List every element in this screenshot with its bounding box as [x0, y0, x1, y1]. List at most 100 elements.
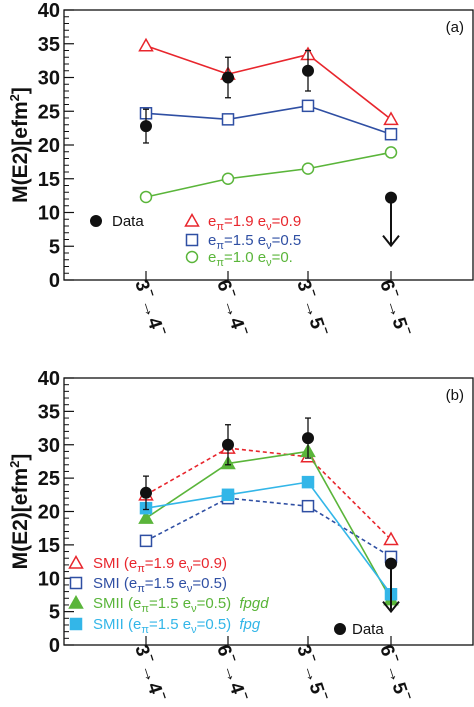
- data-point: [384, 146, 398, 159]
- category-parity: −: [157, 325, 172, 336]
- y-tick-label: 40: [38, 368, 60, 390]
- y-tick-label: 30: [38, 435, 60, 457]
- series-line-segment: [145, 112, 229, 121]
- legend-marker: [68, 594, 84, 609]
- data-point: [301, 499, 315, 513]
- x-category-label: 6−→5−: [375, 276, 417, 339]
- legend: Data eπ=1.9 eν=0.9eπ=1.5 eν=0.5eπ=1.0 eν=…: [90, 212, 301, 269]
- legend-marker: [90, 215, 102, 227]
- x-category-label: 3−→5−: [292, 641, 334, 704]
- legend-label: eπ=1.5 eν=0.5: [208, 232, 301, 252]
- y-tick-label: 5: [49, 602, 60, 624]
- y-axis-label-close: ]: [9, 454, 32, 461]
- y-tick-label: 0: [49, 635, 60, 657]
- chart-panel-b: 0 5 10 15 20 25 30 35 40 3−→4− 6−→4− 3−→5− 6−→5− M(E2…: [7, 368, 474, 704]
- data-point: [385, 557, 397, 570]
- series-line-segment: [307, 481, 392, 595]
- legend-label: eπ=1.9 eν=0.9: [208, 213, 301, 233]
- legend-name: SMII (e: [93, 595, 141, 612]
- data-point: [222, 438, 234, 451]
- data-point: [221, 113, 235, 126]
- series-line-segment: [227, 450, 309, 465]
- legend-mid: =1.9 e: [145, 555, 187, 572]
- series-line-segment: [307, 105, 392, 135]
- legend-end: =0.9): [192, 555, 227, 572]
- panel-label: (b): [446, 387, 464, 404]
- legend-sub: ν: [191, 624, 197, 636]
- y-tick-label: 15: [38, 535, 60, 557]
- series-2: [139, 146, 398, 204]
- y-tick-label: 30: [38, 68, 60, 90]
- legend-label: SMII (eπ=1.5 eν=0.5) fpg: [93, 616, 261, 636]
- category-parity: −: [239, 690, 254, 701]
- legend-end: =0.5): [192, 575, 227, 592]
- legend-label: Data: [352, 621, 384, 638]
- y-tick-label: 20: [38, 135, 60, 157]
- series-line-segment: [307, 151, 392, 170]
- series-line-segment: [227, 105, 309, 121]
- series-line-segment: [145, 462, 229, 519]
- series-0: [138, 37, 399, 126]
- y-axis-label-text: M(E2)[efm: [9, 101, 32, 203]
- data-point: [221, 488, 235, 502]
- series-line-segment: [145, 494, 229, 509]
- legend-mid: =1.9 e: [224, 213, 266, 230]
- legend-name: SMII (e: [93, 616, 141, 633]
- category-parity: −: [144, 652, 159, 663]
- series-1: [139, 99, 398, 141]
- x-category-label: 3−→5−: [292, 276, 334, 339]
- category-parity: −: [389, 287, 404, 298]
- upper-limit-arrow-head: [382, 235, 400, 248]
- legend-label: eπ=1.0 eν=0.: [208, 249, 293, 269]
- legend-tag: fpg: [235, 616, 261, 633]
- legend-marker: [334, 623, 346, 635]
- data-point: [302, 64, 314, 77]
- category-parity: −: [319, 325, 334, 336]
- legend-sub: π: [141, 603, 149, 615]
- category-parity: −: [226, 287, 241, 298]
- data-point: [139, 534, 153, 548]
- legend-sub: ν: [266, 240, 272, 252]
- series-line-segment: [227, 167, 309, 180]
- data-point: [301, 475, 315, 489]
- data-point: [138, 510, 154, 524]
- x-category-label: 3−→4−: [130, 276, 172, 339]
- data-point: [383, 111, 399, 126]
- legend-label: SMI (eπ=1.9 eν=0.9): [93, 555, 227, 575]
- category-parity: −: [226, 652, 241, 663]
- x-category-label: 6−→5−: [375, 641, 417, 704]
- y-tick-label: 25: [38, 101, 60, 123]
- y-tick-label: 10: [38, 203, 60, 225]
- legend-sub: π: [216, 257, 224, 269]
- series-line-segment: [145, 177, 229, 198]
- category-parity: −: [402, 690, 417, 701]
- category-parity: −: [306, 652, 321, 663]
- legend-sub: ν: [191, 603, 197, 615]
- legend-end: =0.: [272, 249, 293, 266]
- legend-mid: =1.5 e: [149, 595, 191, 612]
- series-line-segment: [307, 53, 392, 120]
- y-axis-label: M(E2)[efm2]: [7, 87, 32, 203]
- legend-name: SMI (e: [93, 575, 137, 592]
- y-tick-label: 10: [38, 568, 60, 590]
- data-point: [140, 120, 152, 133]
- x-category-label: 3−→4−: [130, 641, 172, 704]
- data-point: [301, 99, 315, 113]
- y-axis-label-text: M(E2)[efm: [9, 468, 32, 570]
- legend-sub: π: [216, 221, 224, 233]
- legend-name: e: [208, 232, 216, 249]
- legend-sub: ν: [266, 221, 272, 233]
- y-tick-label: 35: [38, 34, 60, 56]
- series-line-segment: [145, 45, 229, 75]
- series-line-segment: [227, 53, 309, 75]
- y-axis-label: M(E2)[efm2]: [7, 454, 32, 570]
- upper-limit-arrow-head: [382, 600, 400, 614]
- category-parity: −: [239, 325, 254, 336]
- y-axis-label-close: ]: [9, 87, 32, 94]
- legend-mid: =1.5 e: [149, 616, 191, 633]
- data-point: [138, 37, 154, 52]
- y-tick-label: 35: [38, 401, 60, 423]
- legend-name: e: [208, 249, 216, 266]
- legend-marker: [185, 233, 199, 247]
